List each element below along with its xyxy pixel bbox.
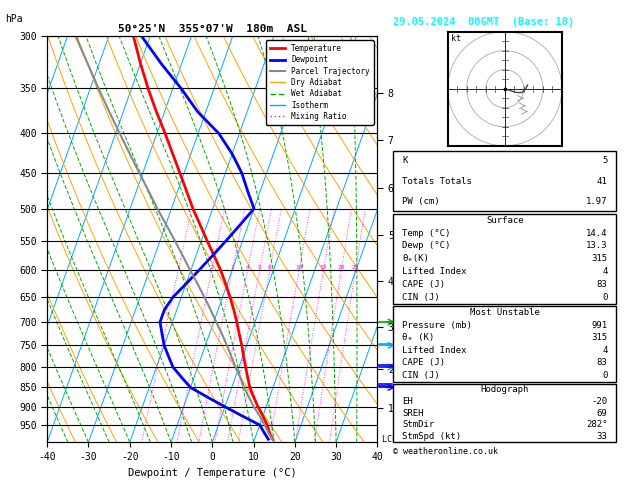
Text: Temp (°C): Temp (°C) — [402, 228, 450, 238]
Text: 14.4: 14.4 — [586, 228, 608, 238]
Text: Totals Totals: Totals Totals — [402, 176, 472, 186]
Text: 33: 33 — [597, 432, 608, 441]
Text: 4: 4 — [602, 346, 608, 355]
Text: © weatheronline.co.uk: © weatheronline.co.uk — [393, 448, 498, 456]
Text: Pressure (mb): Pressure (mb) — [402, 320, 472, 330]
Text: CIN (J): CIN (J) — [402, 293, 440, 302]
Legend: Temperature, Dewpoint, Parcel Trajectory, Dry Adiabat, Wet Adiabat, Isotherm, Mi: Temperature, Dewpoint, Parcel Trajectory… — [266, 40, 374, 124]
Text: Hodograph: Hodograph — [481, 385, 529, 394]
Text: 991: 991 — [591, 320, 608, 330]
Text: 3: 3 — [230, 265, 234, 270]
Text: 83: 83 — [597, 358, 608, 367]
Text: hPa: hPa — [5, 14, 23, 24]
Text: 83: 83 — [597, 280, 608, 289]
Text: 1.97: 1.97 — [586, 197, 608, 206]
Text: SREH: SREH — [402, 409, 423, 417]
Text: K: K — [402, 156, 408, 165]
Text: PW (cm): PW (cm) — [402, 197, 440, 206]
Text: θₑ(K): θₑ(K) — [402, 254, 429, 263]
Text: -20: -20 — [591, 397, 608, 406]
Text: kt: kt — [452, 34, 462, 43]
Text: 315: 315 — [591, 333, 608, 342]
Text: 4: 4 — [602, 267, 608, 276]
Text: 13.3: 13.3 — [586, 242, 608, 250]
Text: 6: 6 — [268, 265, 272, 270]
Text: Dewp (°C): Dewp (°C) — [402, 242, 450, 250]
Text: 29.05.2024  00GMT  (Base: 18): 29.05.2024 00GMT (Base: 18) — [393, 17, 574, 27]
Text: 315: 315 — [591, 254, 608, 263]
Text: Most Unstable: Most Unstable — [470, 308, 540, 317]
Text: Surface: Surface — [486, 216, 523, 225]
Text: 0: 0 — [602, 293, 608, 302]
Text: 4: 4 — [246, 265, 250, 270]
Text: 69: 69 — [597, 409, 608, 417]
Text: 0: 0 — [602, 371, 608, 380]
Text: EH: EH — [402, 397, 413, 406]
Text: 41: 41 — [597, 176, 608, 186]
Text: CAPE (J): CAPE (J) — [402, 280, 445, 289]
Text: 5: 5 — [602, 156, 608, 165]
Text: LCL: LCL — [377, 434, 398, 444]
Text: 10: 10 — [296, 265, 303, 270]
Y-axis label: km
ASL: km ASL — [396, 230, 418, 248]
Text: 20: 20 — [338, 265, 345, 270]
Text: 282°: 282° — [586, 420, 608, 429]
Text: 25: 25 — [352, 265, 359, 270]
Text: StmSpd (kt): StmSpd (kt) — [402, 432, 461, 441]
Text: 15: 15 — [320, 265, 327, 270]
Text: 1: 1 — [176, 265, 180, 270]
Text: Lifted Index: Lifted Index — [402, 346, 467, 355]
Text: 2: 2 — [210, 265, 214, 270]
Text: CIN (J): CIN (J) — [402, 371, 440, 380]
Text: 5: 5 — [258, 265, 262, 270]
Text: 50°25'N  355°07'W  180m  ASL: 50°25'N 355°07'W 180m ASL — [118, 24, 307, 35]
Text: StmDir: StmDir — [402, 420, 434, 429]
X-axis label: Dewpoint / Temperature (°C): Dewpoint / Temperature (°C) — [128, 468, 297, 478]
Text: Lifted Index: Lifted Index — [402, 267, 467, 276]
Text: θₑ (K): θₑ (K) — [402, 333, 434, 342]
Text: CAPE (J): CAPE (J) — [402, 358, 445, 367]
